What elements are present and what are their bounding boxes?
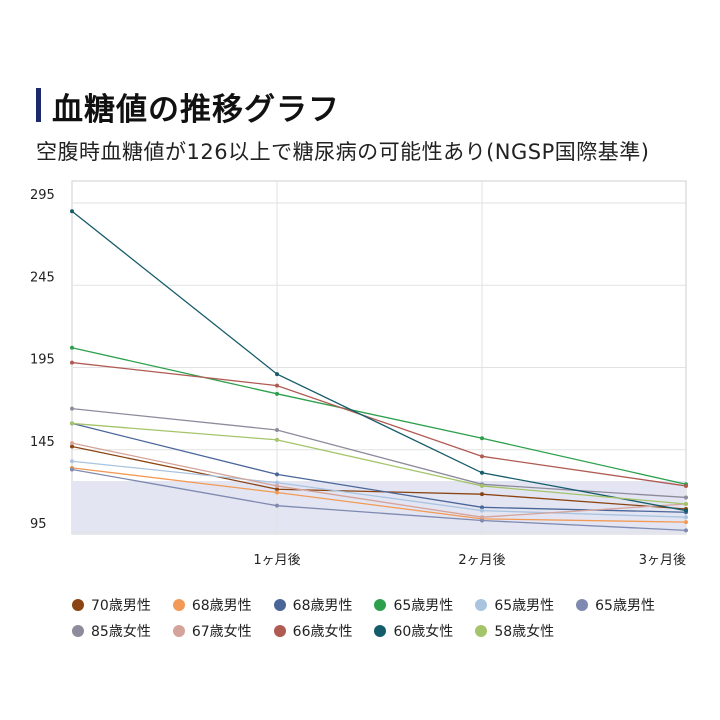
legend-item: 65歳男性 xyxy=(374,595,453,615)
series-line xyxy=(71,467,687,523)
legend-swatch xyxy=(374,625,387,637)
legend-swatch xyxy=(374,599,387,611)
legend-item: 67歳女性 xyxy=(172,621,252,641)
page-subtitle: 空腹時血糖値が126以上で糖尿病の可能性あり(NGSP国際基準) xyxy=(36,140,650,164)
data-point xyxy=(684,528,688,533)
data-point xyxy=(480,505,484,510)
series-line xyxy=(71,442,687,518)
data-point xyxy=(684,502,688,507)
legend-label: 67歳女性 xyxy=(191,624,252,640)
legend-label: 58歳女性 xyxy=(494,624,555,640)
legend-item: 65歳男性 xyxy=(576,595,655,615)
chart-legend: 70歳男性 68歳男性 68歳男性 65歳男性 65歳男性 65歳男性 85歳女性 67歳女性… xyxy=(72,592,712,644)
legend-row: 85歳女性 67歳女性 66歳女性 60歳女性 58歳女性 xyxy=(72,618,712,644)
data-point xyxy=(70,441,74,446)
data-point xyxy=(275,490,279,495)
data-point xyxy=(480,515,484,520)
x-tick-label: 2ヶ月後 xyxy=(458,553,505,568)
legend-label: 68歳男性 xyxy=(292,598,353,614)
data-point xyxy=(480,518,484,523)
legend-item: 68歳男性 xyxy=(172,595,252,615)
data-point xyxy=(275,437,279,442)
data-point xyxy=(684,495,688,500)
series-line xyxy=(71,445,687,510)
data-point xyxy=(70,406,74,411)
legend-swatch xyxy=(475,625,488,637)
legend-item: 60歳女性 xyxy=(374,621,453,641)
data-point xyxy=(684,508,688,513)
data-point xyxy=(480,436,484,441)
data-point xyxy=(275,480,279,485)
series-line xyxy=(71,460,687,518)
legend-item: 85歳女性 xyxy=(72,621,151,641)
data-point xyxy=(70,345,74,350)
series-line xyxy=(71,422,687,505)
data-point xyxy=(275,383,279,388)
data-point xyxy=(70,209,74,214)
legend-item: 65歳男性 xyxy=(475,595,554,615)
data-point xyxy=(480,470,484,475)
data-point xyxy=(70,444,74,449)
data-point xyxy=(480,492,484,497)
series-line xyxy=(71,361,687,487)
title-accent-bar xyxy=(36,88,41,122)
data-point xyxy=(70,459,74,464)
data-point xyxy=(480,508,484,513)
legend-swatch xyxy=(475,599,488,611)
line-chart: 95 145 195 245 295 1ヶ月後 2ヶ月後 3ヶ月後 xyxy=(30,180,688,568)
legend-item: 70歳男性 xyxy=(72,595,151,615)
legend-row: 70歳男性 68歳男性 68歳男性 65歳男性 65歳男性 65歳男性 xyxy=(72,592,712,618)
legend-label: 70歳男性 xyxy=(91,598,151,614)
y-tick-label: 295 xyxy=(30,188,55,203)
data-point xyxy=(684,515,688,520)
legend-label: 65歳男性 xyxy=(595,598,655,614)
y-tick-label: 245 xyxy=(30,270,55,285)
legend-swatch xyxy=(72,625,84,637)
legend-swatch xyxy=(172,625,185,637)
legend-label: 68歳男性 xyxy=(191,598,252,614)
legend-item: 68歳男性 xyxy=(273,595,353,615)
legend-label: 85歳女性 xyxy=(91,624,151,640)
series-line xyxy=(71,347,687,485)
data-point xyxy=(70,421,74,426)
series-line xyxy=(71,407,687,499)
data-point xyxy=(684,520,688,525)
y-tick-label: 145 xyxy=(30,435,55,450)
data-point xyxy=(275,428,279,433)
legend-label: 65歳男性 xyxy=(494,598,555,614)
data-point xyxy=(275,487,279,492)
data-point xyxy=(275,472,279,477)
data-point xyxy=(275,372,279,377)
data-point xyxy=(70,467,74,472)
data-point xyxy=(275,483,279,488)
plot-area xyxy=(71,180,687,535)
y-tick-label: 195 xyxy=(30,353,55,368)
legend-swatch xyxy=(273,599,286,611)
legend-swatch xyxy=(72,599,84,611)
series-line xyxy=(71,422,687,513)
y-tick-label: 95 xyxy=(30,517,47,532)
series-line xyxy=(71,468,687,532)
data-point xyxy=(480,483,484,488)
legend-label: 65歳男性 xyxy=(393,598,454,614)
legend-swatch xyxy=(273,625,286,637)
legend-label: 66歳女性 xyxy=(292,624,353,640)
page-title: 血糖値の推移グラフ xyxy=(52,92,340,128)
legend-item: 58歳女性 xyxy=(475,621,554,641)
data-point xyxy=(480,454,484,459)
legend-label: 60歳女性 xyxy=(393,624,454,640)
data-point xyxy=(684,483,688,488)
x-tick-label: 1ヶ月後 xyxy=(253,553,300,568)
legend-item: 66歳女性 xyxy=(273,621,353,641)
data-point xyxy=(275,503,279,508)
legend-swatch xyxy=(576,599,589,611)
legend-swatch xyxy=(172,599,185,611)
x-tick-label: 3ヶ月後 xyxy=(639,553,686,568)
data-point xyxy=(70,360,74,365)
series-line xyxy=(71,210,687,512)
data-point xyxy=(275,391,279,396)
